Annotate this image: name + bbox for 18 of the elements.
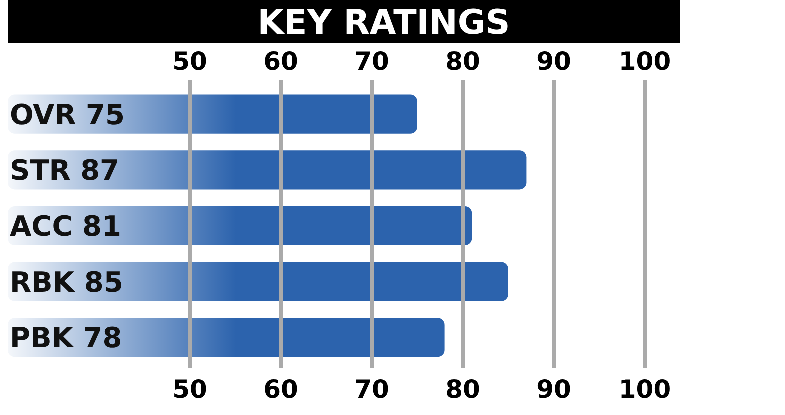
x2-tick-label: 90	[536, 47, 572, 76]
x-tick-label: 50	[172, 375, 208, 404]
y-tick-label: STR 87	[10, 154, 120, 188]
x2-tick-label: 60	[264, 47, 298, 76]
y-tick-label: ACC 81	[10, 210, 122, 243]
y-tick-label: OVR 75	[10, 98, 125, 132]
x2-tick-label: 100	[618, 47, 672, 76]
x2-tick-label: 80	[446, 47, 480, 76]
x2-tick-label: 70	[354, 47, 390, 76]
x-tick-label: 90	[536, 375, 572, 404]
x-tick-label: 80	[446, 375, 480, 404]
x-tick-label: 70	[354, 375, 390, 404]
y-tick-label: PBK 78	[10, 322, 122, 355]
chart-title: KEY RATINGS	[258, 3, 510, 43]
x-tick-label: 100	[618, 375, 672, 404]
x-tick-label: 60	[264, 375, 298, 404]
y-tick-label: RBK 85	[10, 266, 124, 299]
x2-tick-label: 50	[172, 47, 208, 76]
